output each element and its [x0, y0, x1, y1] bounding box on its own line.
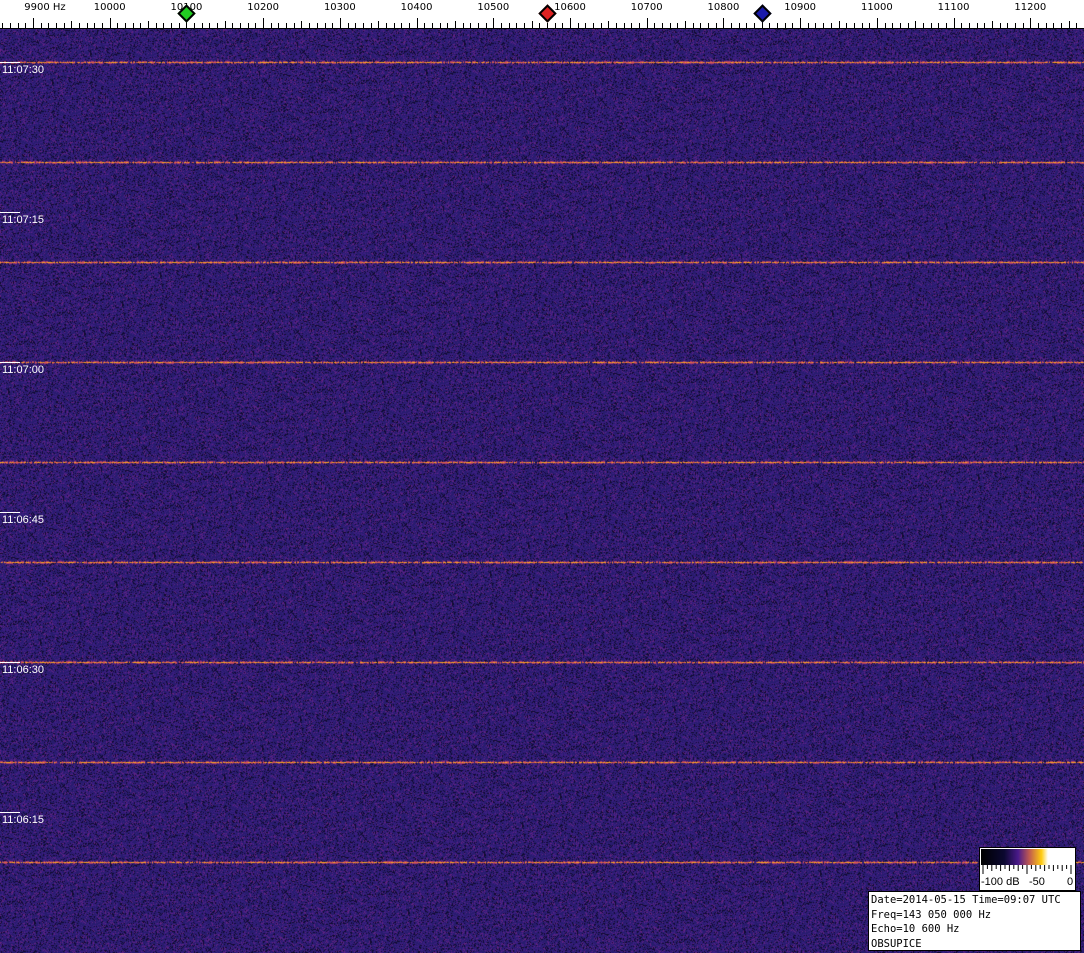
time-label: 11:07:30 [2, 64, 45, 76]
colorbar: -100 dB -50 0 [979, 847, 1076, 891]
frequency-tick-label: 10000 [93, 2, 126, 13]
frequency-ticks [0, 18, 1084, 29]
frequency-tick-label: 10400 [400, 2, 433, 13]
time-tick [0, 362, 20, 363]
frequency-tick-label: 10900 [784, 2, 817, 13]
time-tick [0, 212, 20, 213]
time-tick [0, 62, 20, 63]
frequency-tick-label: 10800 [707, 2, 740, 13]
time-label: 11:07:00 [2, 364, 45, 376]
frequency-axis: 9900 Hz100001010010200103001040010500106… [0, 0, 1084, 29]
waterfall-spectrogram [0, 29, 1084, 953]
frequency-tick-label: 10700 [630, 2, 663, 13]
info-echo: Echo=10 600 Hz [871, 923, 960, 935]
frequency-tick-label: 10200 [247, 2, 280, 13]
time-tick [0, 512, 20, 513]
frequency-tick-label: 9900 Hz [24, 2, 66, 13]
frequency-tick-label: 11200 [1014, 2, 1047, 13]
info-box: Date=2014-05-15 Time=09:07 UTC Freq=143 … [868, 891, 1081, 951]
colorbar-label-mid: -50 [1029, 876, 1045, 888]
colorbar-label-max: 0 [1067, 876, 1074, 888]
info-frequency: Freq=143 050 000 Hz [871, 908, 992, 921]
colorbar-ticks [982, 865, 1072, 874]
time-tick [0, 662, 20, 663]
time-tick [0, 812, 20, 813]
colorbar-label-min: -100 dB [981, 876, 1020, 888]
info-date-time: Date=2014-05-15 Time=09:07 UTC [871, 894, 1061, 906]
frequency-tick-label: 10600 [554, 2, 586, 13]
frequency-tick-label: 11100 [937, 2, 970, 13]
info-station: OBSUPICE [871, 937, 922, 950]
time-label: 11:06:15 [2, 814, 45, 826]
frequency-tick-label: 11000 [860, 2, 893, 13]
frequency-tick-label: 10300 [323, 2, 356, 13]
colorbar-gradient [981, 849, 1074, 865]
time-label: 11:06:30 [2, 664, 45, 676]
time-label: 11:06:45 [2, 514, 45, 526]
time-label: 11:07:15 [2, 214, 45, 226]
frequency-tick-label: 10500 [477, 2, 510, 13]
